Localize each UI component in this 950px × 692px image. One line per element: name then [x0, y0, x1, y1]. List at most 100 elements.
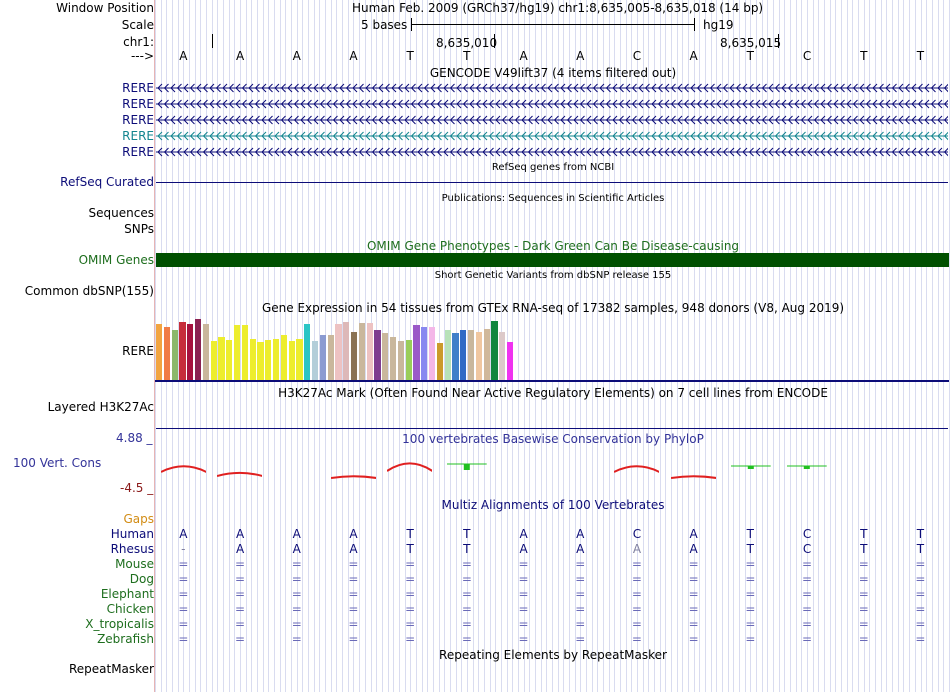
gtex-tissue-bar[interactable]: [327, 335, 334, 380]
gencode-transcript-track[interactable]: [156, 115, 948, 125]
publications-snps-label[interactable]: SNPs: [124, 222, 154, 236]
multiz-aligned-base: =: [348, 617, 359, 631]
gtex-tissue-bar[interactable]: [405, 340, 412, 380]
gtex-tissue-bar[interactable]: [312, 341, 319, 380]
multiz-aligned-base: A: [689, 542, 698, 556]
gtex-tissue-bar[interactable]: [499, 332, 506, 380]
gtex-tissue-bar[interactable]: [335, 324, 342, 380]
gencode-transcript-label[interactable]: RERE: [122, 97, 154, 111]
gtex-tissue-bar[interactable]: [171, 330, 178, 380]
gtex-tissue-bar[interactable]: [452, 333, 459, 380]
multiz-species-label[interactable]: Dog: [129, 572, 154, 586]
gtex-bar-chart[interactable]: [155, 318, 555, 380]
gtex-tissue-bar[interactable]: [374, 330, 381, 380]
gtex-tissue-bar[interactable]: [288, 341, 295, 380]
gtex-tissue-bar[interactable]: [304, 324, 311, 380]
gtex-tissue-bar[interactable]: [460, 330, 467, 380]
gencode-transcript-label[interactable]: RERE: [122, 129, 154, 143]
multiz-aligned-base: =: [235, 632, 246, 646]
h3k27ac-label[interactable]: Layered H3K27Ac: [47, 400, 154, 414]
gtex-label[interactable]: RERE: [122, 344, 154, 358]
gtex-tissue-bar[interactable]: [421, 327, 428, 380]
gtex-tissue-bar[interactable]: [444, 330, 451, 380]
omim-label[interactable]: OMIM Genes: [78, 253, 154, 267]
multiz-aligned-base: =: [235, 587, 246, 601]
gencode-transcript-label[interactable]: RERE: [122, 81, 154, 95]
dna-base: A: [349, 49, 358, 63]
multiz-species-label[interactable]: Mouse: [115, 557, 154, 571]
gtex-tissue-bar[interactable]: [202, 324, 209, 380]
multiz-aligned-base: =: [461, 587, 472, 601]
gtex-tissue-bar[interactable]: [475, 332, 482, 380]
gencode-transcript-label[interactable]: RERE: [122, 145, 154, 159]
gtex-tissue-bar[interactable]: [218, 337, 225, 380]
repeatmasker-label[interactable]: RepeatMasker: [68, 662, 154, 676]
gtex-tissue-bar[interactable]: [390, 337, 397, 380]
gtex-tissue-bar[interactable]: [265, 340, 272, 380]
phylop-score-mark: [447, 463, 487, 478]
multiz-species-label[interactable]: Human: [110, 527, 154, 541]
window-position-value[interactable]: Human Feb. 2009 (GRCh37/hg19) chr1:8,635…: [352, 1, 764, 15]
gencode-transcript-track[interactable]: [156, 99, 948, 109]
dna-base: T: [916, 49, 925, 63]
dna-base: A: [689, 49, 698, 63]
gtex-tissue-bar[interactable]: [483, 329, 490, 380]
multiz-species-label[interactable]: Chicken: [106, 602, 154, 616]
gtex-tissue-bar[interactable]: [436, 343, 443, 380]
gtex-tissue-bar[interactable]: [296, 339, 303, 380]
multiz-aligned-base: =: [348, 632, 359, 646]
gtex-tissue-bar[interactable]: [382, 333, 389, 380]
multiz-species-label[interactable]: Rhesus: [110, 542, 154, 556]
multiz-aligned-base: T: [463, 542, 471, 556]
gtex-tissue-bar[interactable]: [249, 339, 256, 380]
gencode-transcript-track[interactable]: [156, 131, 948, 141]
gtex-tissue-bar[interactable]: [241, 325, 248, 380]
multiz-aligned-base: =: [802, 572, 813, 586]
multiz-aligned-base: C: [802, 542, 812, 556]
phylop-score-mark: [330, 468, 377, 482]
gtex-tissue-bar[interactable]: [413, 325, 420, 380]
multiz-aligned-base: =: [518, 572, 529, 586]
gtex-tissue-bar[interactable]: [397, 341, 404, 380]
refseq-label[interactable]: RefSeq Curated: [60, 175, 154, 189]
gtex-tissue-bar[interactable]: [491, 321, 498, 380]
gtex-tissue-bar[interactable]: [319, 335, 326, 380]
dbsnp-label[interactable]: Common dbSNP(155): [24, 284, 154, 298]
gtex-tissue-bar[interactable]: [429, 327, 436, 380]
gtex-tissue-bar[interactable]: [273, 339, 280, 380]
omim-gene-bar[interactable]: [156, 253, 949, 267]
phylop-score-mark: [670, 468, 717, 482]
multiz-species-label[interactable]: Elephant: [100, 587, 154, 601]
gtex-tissue-bar[interactable]: [195, 319, 202, 380]
gtex-tissue-bar[interactable]: [358, 323, 365, 380]
refseq-gene-line[interactable]: [156, 182, 948, 183]
multiz-species-label[interactable]: X_tropicalis: [85, 617, 154, 631]
multiz-aligned-base: A: [689, 527, 698, 541]
gtex-tissue-bar[interactable]: [507, 342, 514, 380]
gtex-tissue-bar[interactable]: [179, 322, 186, 380]
gtex-tissue-bar[interactable]: [366, 323, 373, 380]
gtex-tissue-bar[interactable]: [257, 342, 264, 380]
gtex-tissue-bar[interactable]: [163, 327, 170, 380]
publications-sequences-label[interactable]: Sequences: [88, 206, 154, 220]
gtex-tissue-bar[interactable]: [226, 340, 233, 380]
multiz-species-label[interactable]: Zebrafish: [97, 632, 154, 646]
gencode-transcript-track[interactable]: [156, 147, 948, 157]
multiz-aligned-base: =: [405, 557, 416, 571]
multiz-aligned-base: =: [518, 632, 529, 646]
multiz-gaps-label[interactable]: Gaps: [123, 512, 154, 526]
window-position-label: Window Position: [56, 1, 154, 15]
gtex-tissue-bar[interactable]: [187, 324, 194, 380]
gtex-tissue-bar[interactable]: [468, 330, 475, 380]
gtex-tissue-bar[interactable]: [343, 322, 350, 380]
gtex-tissue-bar[interactable]: [234, 325, 241, 380]
gencode-transcript-label[interactable]: RERE: [122, 113, 154, 127]
gtex-tissue-bar[interactable]: [280, 335, 287, 380]
multiz-aligned-base: =: [518, 617, 529, 631]
gtex-tissue-bar[interactable]: [156, 324, 163, 380]
gencode-transcript-track[interactable]: [156, 83, 948, 93]
multiz-aligned-base: =: [405, 602, 416, 616]
gtex-tissue-bar[interactable]: [351, 332, 358, 380]
phylop-label[interactable]: 100 Vert. Cons: [13, 456, 102, 470]
gtex-tissue-bar[interactable]: [210, 341, 217, 380]
